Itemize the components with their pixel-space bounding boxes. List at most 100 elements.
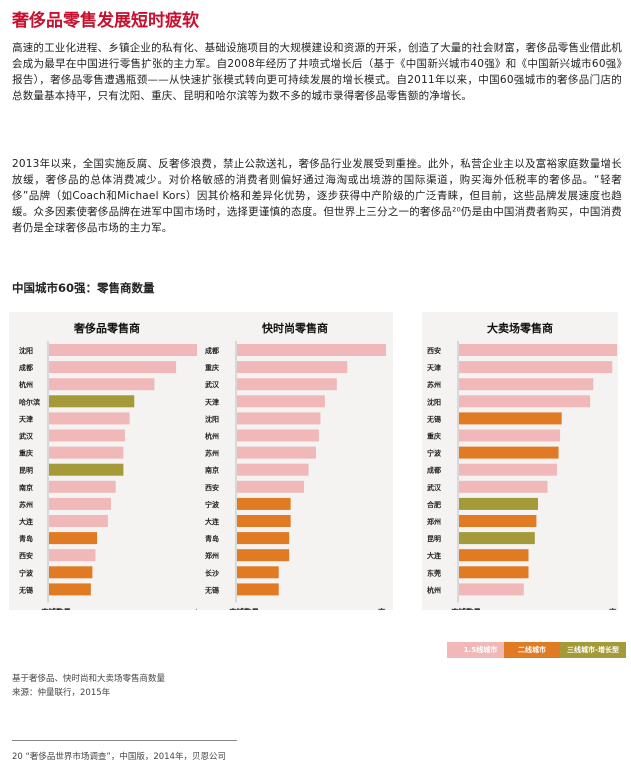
bar (459, 446, 559, 459)
chart-panel-luxury: 奢侈品零售商 沈阳成都杭州哈尔滨天津武汉重庆昆明南京苏州大连青岛西安宁波无锡店铺… (9, 312, 205, 610)
bar (459, 361, 613, 374)
category-label: 杭州 (205, 432, 219, 441)
category-label: 无锡 (204, 585, 219, 594)
bar-chart-svg: 成都重庆武汉天津沈阳杭州苏州南京西安宁波大连青岛郑州长沙无锡店铺数量 高 (204, 341, 386, 611)
category-label: 南京 (19, 483, 33, 492)
bar (49, 378, 155, 391)
bar-chart-svg: 西安天津苏州沈阳无锡重庆宁波成都武汉合肥郑州昆明大连东莞杭州店铺数量 高 (426, 341, 617, 611)
bar (459, 583, 524, 596)
category-label: 武汉 (427, 483, 442, 492)
category-label: 西安 (427, 346, 441, 355)
category-label: 重庆 (19, 449, 33, 458)
category-label: 西安 (205, 483, 219, 492)
category-label: 大连 (427, 551, 442, 560)
category-label: 西安 (19, 551, 33, 560)
category-label: 武汉 (19, 432, 34, 441)
chart-title: 奢侈品零售商 (74, 322, 140, 335)
bar (459, 395, 591, 408)
x-axis-label: 店铺数量 (229, 607, 259, 611)
category-label: 沈阳 (19, 346, 33, 355)
category-label: 成都 (427, 466, 441, 475)
category-label: 无锡 (426, 414, 441, 423)
chart-panel-fast-fashion: 快时尚零售商 成都重庆武汉天津沈阳杭州苏州南京西安宁波大连青岛郑州长沙无锡店铺数… (197, 312, 393, 610)
bar (49, 566, 93, 579)
chart-panel-hypermarket: 大卖场零售商 西安天津苏州沈阳无锡重庆宁波成都武汉合肥郑州昆明大连东莞杭州店铺数… (422, 312, 618, 610)
bar (237, 361, 348, 374)
bar (49, 361, 177, 374)
bar (49, 497, 111, 510)
bar (49, 583, 91, 596)
legend-tier1: 1.5线城市 (447, 642, 514, 658)
bar (459, 378, 594, 391)
category-label: 苏州 (19, 500, 33, 509)
chart-title: 大卖场零售商 (487, 322, 553, 335)
bar (459, 566, 529, 579)
bar (237, 566, 279, 579)
category-label: 长沙 (205, 568, 219, 577)
bar (459, 532, 535, 545)
bar (49, 395, 135, 408)
category-label: 东莞 (427, 568, 441, 577)
category-label: 成都 (205, 346, 219, 355)
chart-heading: 中国城市60强：零售商数量 (12, 281, 155, 295)
category-label: 天津 (427, 363, 441, 372)
category-label: 哈尔滨 (19, 397, 40, 406)
bar (237, 583, 279, 596)
category-label: 武汉 (205, 380, 220, 389)
category-label: 昆明 (19, 466, 33, 475)
bar (459, 480, 548, 493)
bar (237, 344, 386, 356)
bar (49, 480, 116, 493)
bar (237, 463, 309, 476)
category-label: 郑州 (205, 551, 219, 560)
category-label: 宁波 (427, 449, 442, 458)
x-axis-label: 店铺数量 (41, 607, 71, 611)
x-axis-high-label: 高 (609, 607, 617, 611)
category-label: 青岛 (205, 534, 219, 543)
bar (49, 446, 124, 459)
bar (237, 497, 291, 510)
bar (49, 429, 125, 442)
page-title: 奢侈品零售发展短时疲软 (12, 11, 199, 31)
bar (237, 429, 319, 442)
category-label: 重庆 (427, 432, 441, 441)
legend-tier3: 三线城市-增长型 (560, 642, 626, 658)
paragraph-2: 2013年以来，全国实施反腐、反奢侈浪费，禁止公款送礼，奢侈品行业发展受到重挫。… (12, 158, 622, 234)
bar (237, 515, 291, 527)
bar (49, 344, 204, 356)
paragraph-1: 高速的工业化进程、乡镇企业的私有化、基础设施项目的大规模建设和资源的开采，创造了… (12, 42, 622, 102)
category-label: 大连 (19, 517, 34, 526)
bar (237, 446, 316, 459)
category-label: 杭州 (427, 585, 441, 594)
bar (459, 549, 529, 562)
bar (49, 412, 130, 425)
bar (237, 378, 337, 391)
x-axis-high-label: 高 (378, 607, 386, 611)
category-label: 合肥 (426, 500, 441, 509)
chart-source-note: 来源：仲量联行，2015年 (12, 688, 111, 698)
category-label: 昆明 (427, 534, 441, 543)
category-label: 沈阳 (427, 397, 441, 406)
bar (459, 429, 561, 442)
bar (459, 344, 617, 356)
category-label: 重庆 (205, 363, 219, 372)
category-label: 宁波 (205, 500, 220, 509)
bar (237, 395, 325, 408)
bar (49, 515, 108, 527)
category-label: 宁波 (19, 568, 34, 577)
legend-tier2: 二线城市 (504, 642, 560, 658)
category-label: 南京 (205, 466, 219, 475)
category-label: 成都 (19, 363, 33, 372)
category-label: 杭州 (19, 380, 33, 389)
bar (237, 532, 290, 545)
bar (49, 549, 96, 562)
category-label: 沈阳 (205, 414, 219, 423)
bar (459, 463, 557, 476)
bar (237, 480, 305, 493)
bar (49, 463, 124, 476)
category-label: 天津 (19, 414, 33, 423)
footnote: 20 “奢侈品世界市场调查”，中国版，2014年，贝恩公司 (12, 752, 226, 762)
bar (459, 497, 538, 510)
category-label: 大连 (205, 517, 220, 526)
category-label: 无锡 (18, 585, 33, 594)
